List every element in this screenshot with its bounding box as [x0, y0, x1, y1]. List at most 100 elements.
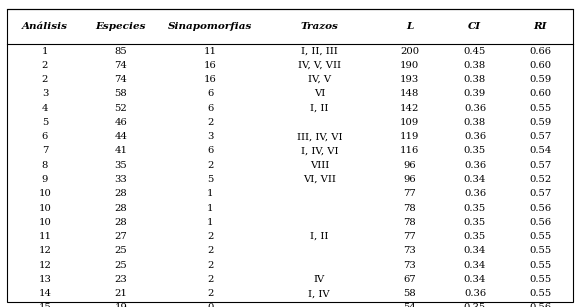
Text: I, IV, VI: I, IV, VI [300, 146, 338, 155]
Text: 0.35: 0.35 [464, 232, 486, 241]
Text: 0.55: 0.55 [529, 247, 552, 255]
Text: 0.35: 0.35 [464, 218, 486, 227]
Text: 33: 33 [114, 175, 127, 184]
Text: 0.66: 0.66 [530, 47, 552, 56]
Text: 96: 96 [403, 161, 416, 170]
Text: 74: 74 [114, 61, 128, 70]
Text: 193: 193 [400, 75, 419, 84]
Text: 0.52: 0.52 [529, 175, 552, 184]
Text: RI: RI [534, 22, 547, 31]
Text: 142: 142 [400, 104, 419, 113]
Text: IV, V: IV, V [308, 75, 331, 84]
Text: 41: 41 [114, 146, 128, 155]
Text: 6: 6 [207, 104, 213, 113]
Text: 58: 58 [403, 289, 416, 298]
Text: 148: 148 [400, 89, 419, 98]
Text: 0.55: 0.55 [529, 104, 552, 113]
Text: Análisis: Análisis [22, 22, 68, 31]
Text: 73: 73 [403, 247, 416, 255]
Text: 6: 6 [207, 146, 213, 155]
Text: 2: 2 [207, 247, 213, 255]
Text: 52: 52 [114, 104, 127, 113]
Text: 28: 28 [114, 204, 127, 212]
Text: 10: 10 [38, 189, 52, 198]
Text: 0.57: 0.57 [529, 189, 552, 198]
Text: 35: 35 [114, 161, 127, 170]
Text: 54: 54 [403, 304, 416, 307]
Text: 1: 1 [42, 47, 48, 56]
Text: 0.39: 0.39 [464, 89, 486, 98]
Text: 0.54: 0.54 [529, 146, 552, 155]
Text: 0.36: 0.36 [464, 289, 486, 298]
Text: Trazos: Trazos [300, 22, 338, 31]
Text: 2: 2 [207, 232, 213, 241]
Text: 0.57: 0.57 [529, 161, 552, 170]
Text: 0.35: 0.35 [464, 304, 486, 307]
Text: 2: 2 [42, 75, 48, 84]
Text: 2: 2 [207, 261, 213, 270]
Text: 5: 5 [207, 175, 213, 184]
Text: 1: 1 [207, 189, 213, 198]
Text: 119: 119 [400, 132, 419, 141]
Text: 0.55: 0.55 [529, 261, 552, 270]
Text: 7: 7 [42, 146, 48, 155]
Text: 74: 74 [114, 75, 128, 84]
Text: 2: 2 [207, 118, 213, 127]
Text: 25: 25 [114, 261, 127, 270]
Text: 9: 9 [42, 175, 48, 184]
Text: 46: 46 [114, 118, 127, 127]
Text: 0.45: 0.45 [464, 47, 486, 56]
Text: 14: 14 [38, 289, 52, 298]
Text: 0.36: 0.36 [464, 189, 486, 198]
Text: Especies: Especies [96, 22, 146, 31]
Text: 4: 4 [42, 104, 48, 113]
Text: 16: 16 [204, 75, 217, 84]
Text: 58: 58 [114, 89, 127, 98]
Text: 44: 44 [114, 132, 128, 141]
Text: 0.35: 0.35 [464, 146, 486, 155]
Text: 0.56: 0.56 [530, 304, 552, 307]
Text: L: L [406, 22, 413, 31]
Text: 67: 67 [403, 275, 416, 284]
Text: 0.36: 0.36 [464, 161, 486, 170]
Text: 109: 109 [400, 118, 419, 127]
Text: Sinapomorfias: Sinapomorfias [168, 22, 252, 31]
Text: 12: 12 [38, 247, 52, 255]
Text: 3: 3 [42, 89, 48, 98]
Text: 15: 15 [38, 304, 52, 307]
Text: 0.38: 0.38 [464, 118, 486, 127]
Text: IV: IV [314, 275, 325, 284]
Text: 0.36: 0.36 [464, 104, 486, 113]
Text: 2: 2 [207, 161, 213, 170]
Text: 85: 85 [114, 47, 127, 56]
Text: 6: 6 [207, 89, 213, 98]
Text: 12: 12 [38, 261, 52, 270]
Text: VI: VI [314, 89, 325, 98]
Text: 23: 23 [114, 275, 127, 284]
Text: 16: 16 [204, 61, 217, 70]
Text: 0.36: 0.36 [464, 132, 486, 141]
Text: 13: 13 [38, 275, 52, 284]
Text: 2: 2 [207, 289, 213, 298]
Text: 0.59: 0.59 [529, 75, 552, 84]
Text: VIII: VIII [310, 161, 329, 170]
Text: I, II: I, II [310, 232, 328, 241]
Text: 10: 10 [38, 218, 52, 227]
Text: 0.34: 0.34 [464, 275, 486, 284]
Text: 27: 27 [114, 232, 127, 241]
Text: 0.55: 0.55 [529, 275, 552, 284]
Text: 3: 3 [207, 132, 213, 141]
Text: 19: 19 [114, 304, 128, 307]
Text: 200: 200 [400, 47, 419, 56]
Text: 0: 0 [207, 304, 213, 307]
Text: I, IV: I, IV [309, 289, 330, 298]
Text: I, II, III: I, II, III [301, 47, 338, 56]
Text: 0.60: 0.60 [530, 89, 552, 98]
Text: 0.56: 0.56 [530, 204, 552, 212]
Text: 11: 11 [38, 232, 52, 241]
Text: 28: 28 [114, 189, 127, 198]
Text: 0.34: 0.34 [464, 247, 486, 255]
Text: 5: 5 [42, 118, 48, 127]
Text: 0.35: 0.35 [464, 204, 486, 212]
Text: 2: 2 [42, 61, 48, 70]
